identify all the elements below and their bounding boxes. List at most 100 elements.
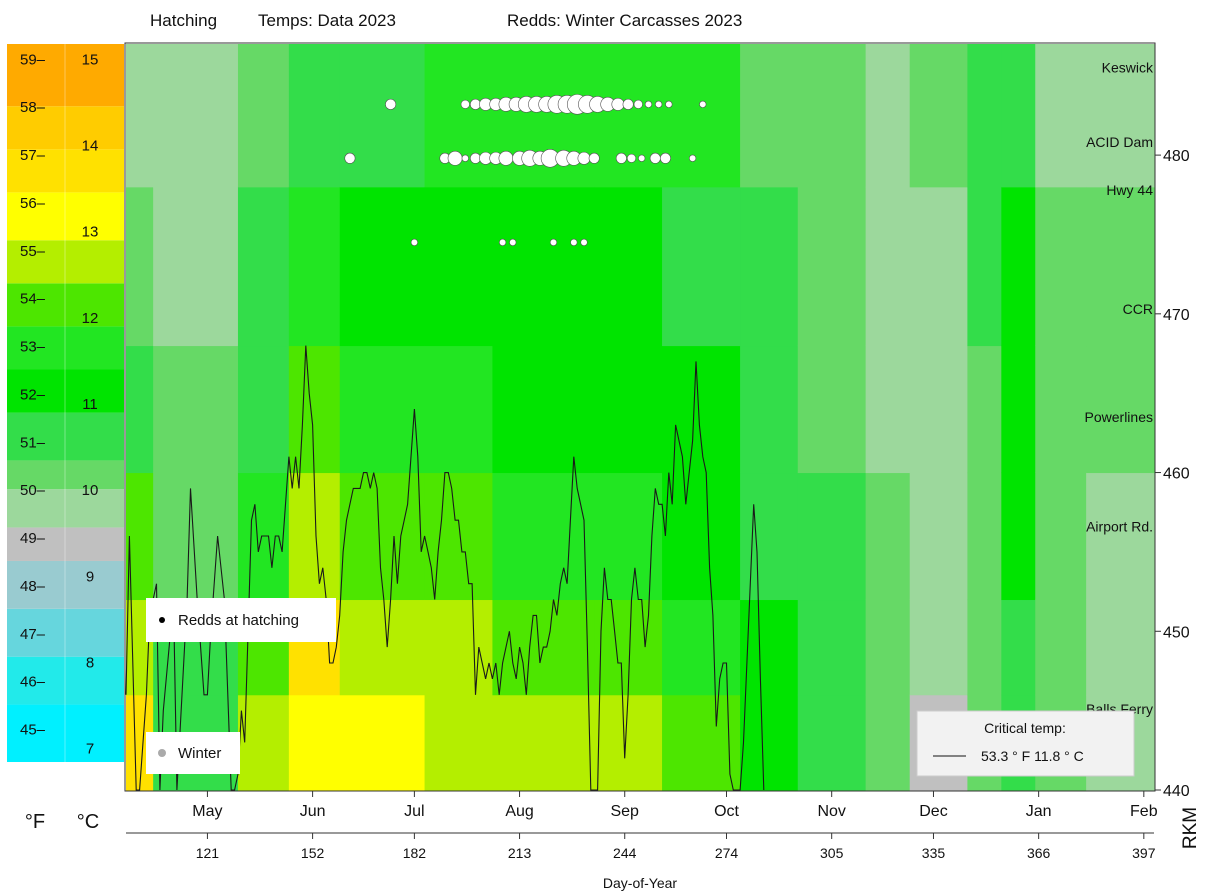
heat-cell [740,44,799,188]
heat-cell [424,694,493,791]
colorbar-c-tick: 10 [82,482,99,499]
redd-point [580,238,588,247]
heat-cell [288,345,341,474]
colorbar-c-tick: 11 [82,396,98,413]
right-axis: 440 450 460 470 480 [1154,44,1190,800]
colorbar-f-tick: 53– [20,339,46,356]
heat-cell [153,186,239,347]
redd-point [549,238,558,247]
redd-point [699,100,707,108]
doy-tick-label: 305 [820,845,844,861]
location-label: Powerlines [1085,409,1153,425]
doy-tick-label: 121 [196,845,220,861]
colorbar-f-tick: 57– [20,147,46,164]
rkm-tick-label: 480 [1163,148,1190,165]
heat-cell [967,599,1002,696]
x-axis-label: Day-of-Year [603,875,678,891]
rkm-tick-label: 440 [1163,783,1190,800]
heat-cell [288,186,341,347]
heat-cell [492,345,595,474]
doy-tick-label: 397 [1132,845,1156,861]
doy-tick-label: 213 [508,845,532,861]
redd-point [469,152,481,164]
heat-cell [1035,472,1087,601]
colorbar-band [7,369,124,413]
location-label: ACID Dam [1086,134,1153,150]
heat-cell [662,472,741,601]
legend-critical-box [916,710,1135,777]
redd-point [509,238,517,247]
month-tick-label: Nov [817,803,845,820]
redd-point [665,100,673,108]
redd-point [410,238,418,247]
redd-point [498,150,514,166]
redds-layer [344,94,707,247]
colorbar-f-tick: 45– [20,721,46,738]
colorbar-band [7,44,124,107]
colorbar-band [7,608,124,657]
colorbar-band [7,192,124,241]
title-redds: Redds: Winter Carcasses 2023 [507,11,742,30]
colorbar-f-tick: 58– [20,99,46,116]
heat-cell [1001,44,1036,188]
heat-cell [967,44,1002,188]
doy-axis: 121 152 182 213 244 274 305 335 366 397 [126,832,1156,861]
heat-cell [424,599,493,696]
heat-cell [797,472,867,601]
redd-point [498,238,507,247]
heat-cell [865,186,911,347]
legend-hatching: Redds at hatching [146,598,336,642]
heat-cell [492,44,595,188]
colorbar-f-tick: 52– [20,386,46,403]
celsius-unit-label: °C [77,811,99,833]
y-axis-label: RKM [1180,807,1201,849]
heat-cell [1035,44,1087,188]
heat-cell [339,44,426,188]
redd-point [633,99,643,109]
colorbar-f-tick: 56– [20,195,46,212]
redd-point [626,153,637,163]
month-tick-label: Sep [610,803,639,820]
colorbar-f-tick: 54– [20,291,46,308]
heat-cell [424,345,493,474]
heat-cell [662,44,741,188]
title-hatching: Hatching [150,11,217,30]
colorbar-band [7,106,124,150]
redd-point [577,151,591,165]
colorbar-band [7,149,124,193]
colorbar-c-tick: 13 [82,224,99,241]
heat-cell [237,345,290,474]
heat-cell [865,694,911,791]
redd-point [622,98,634,110]
heat-cell [1086,345,1155,474]
heat-cell [237,44,290,188]
location-label: CCR [1123,301,1153,317]
heat-cell [1001,186,1036,347]
heat-cell [909,186,968,347]
colorbar-c-tick: 14 [82,138,99,155]
colorbar-f-tick: 50– [20,482,46,499]
colorbar-band [7,460,124,490]
location-label: Airport Rd. [1086,518,1153,534]
colorbar-band [7,704,124,762]
colorbar-f-tick: 49– [20,530,46,547]
heat-cell [424,44,493,188]
month-tick-label: Jun [300,803,326,820]
heat-cell [662,599,741,696]
heat-cell [967,345,1002,474]
colorbar-band [7,527,124,561]
heat-cell [740,599,799,696]
redd-point [611,97,625,111]
redd-point [570,238,578,247]
redd-point [469,98,481,110]
colorbar-band [7,412,124,461]
heat-cell [153,44,239,188]
heat-cell [288,694,341,791]
doy-tick-label: 182 [403,845,427,861]
redd-point [644,100,653,108]
heat-cell [967,186,1002,347]
colorbar-f-tick: 47– [20,626,46,643]
legend-hatching-label: Redds at hatching [178,612,299,629]
heat-cell [1086,472,1155,601]
